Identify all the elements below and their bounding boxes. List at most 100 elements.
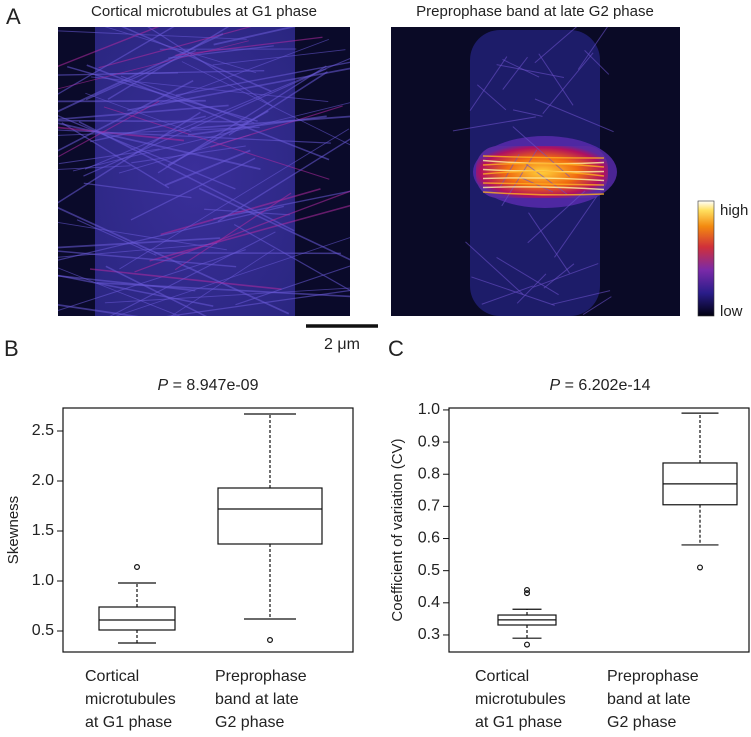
filament bbox=[496, 257, 559, 296]
filament bbox=[103, 106, 330, 180]
filament bbox=[582, 296, 612, 315]
filament bbox=[482, 155, 605, 159]
title-text: = 6.202e-14 bbox=[565, 377, 651, 394]
filament bbox=[181, 61, 350, 146]
filament bbox=[584, 50, 610, 75]
colorbar-label: low bbox=[720, 303, 743, 320]
filament bbox=[233, 223, 350, 291]
y-tick-label: 2.0 bbox=[32, 472, 54, 489]
filament bbox=[58, 250, 237, 268]
filament bbox=[543, 263, 575, 289]
filament bbox=[83, 182, 192, 199]
image-title: Cortical microtubules at G1 phase bbox=[91, 3, 317, 20]
filament bbox=[58, 27, 160, 68]
filament bbox=[554, 196, 597, 258]
filament bbox=[58, 148, 160, 165]
filament bbox=[89, 268, 282, 290]
filament bbox=[228, 71, 328, 136]
x-tick-label: Cortical microtubules at G1 phase bbox=[475, 668, 566, 731]
filament bbox=[465, 241, 524, 295]
filament bbox=[58, 30, 247, 40]
outlier bbox=[267, 636, 274, 643]
title-text: = 8.947e-09 bbox=[173, 377, 259, 394]
box bbox=[217, 487, 323, 545]
filament bbox=[527, 190, 586, 244]
filament bbox=[482, 170, 605, 177]
filament bbox=[502, 59, 540, 78]
filament bbox=[542, 52, 594, 114]
title-symbol: P bbox=[550, 377, 561, 394]
filament bbox=[538, 53, 574, 106]
chart-title: P = 6.202e-14 bbox=[550, 377, 651, 394]
outlier bbox=[696, 564, 703, 571]
filament bbox=[58, 111, 201, 204]
filament bbox=[58, 249, 246, 312]
filament bbox=[512, 126, 570, 178]
filament bbox=[58, 79, 194, 152]
filament bbox=[58, 304, 139, 316]
filament bbox=[164, 149, 251, 187]
filament bbox=[58, 267, 181, 316]
y-tick-label: 1.0 bbox=[418, 401, 440, 418]
filament bbox=[532, 263, 599, 288]
filament bbox=[104, 287, 350, 304]
filament bbox=[525, 163, 568, 195]
plot-frame bbox=[62, 407, 354, 653]
y-tick-label: 0.8 bbox=[418, 465, 440, 482]
chart-title: P = 8.947e-09 bbox=[158, 377, 259, 394]
filament bbox=[534, 27, 578, 64]
filament bbox=[482, 191, 605, 196]
filament bbox=[58, 126, 185, 142]
filament bbox=[481, 285, 533, 305]
filament bbox=[187, 115, 327, 136]
filament bbox=[471, 276, 555, 306]
filament bbox=[166, 289, 350, 316]
filament bbox=[213, 27, 296, 46]
filament bbox=[198, 187, 350, 261]
filament bbox=[577, 27, 608, 70]
filament bbox=[58, 40, 249, 90]
filament bbox=[170, 248, 275, 316]
y-tick-label: 0.5 bbox=[418, 562, 440, 579]
filament bbox=[58, 165, 131, 170]
filament bbox=[482, 186, 605, 191]
panel-label: A bbox=[6, 4, 21, 29]
outlier bbox=[134, 563, 141, 570]
filament bbox=[76, 219, 157, 256]
filament bbox=[110, 70, 265, 75]
filament bbox=[482, 162, 605, 168]
y-tick-label: 0.7 bbox=[418, 498, 440, 515]
filament bbox=[58, 104, 229, 121]
filament bbox=[58, 222, 227, 251]
filament bbox=[90, 76, 329, 103]
filament bbox=[217, 138, 350, 223]
filament bbox=[78, 121, 295, 232]
colorbar bbox=[697, 200, 715, 317]
filament bbox=[58, 99, 206, 103]
filament bbox=[58, 27, 175, 95]
colorbar-label: high bbox=[720, 202, 748, 219]
micrograph bbox=[391, 27, 680, 316]
y-tick-label: 0.9 bbox=[418, 433, 440, 450]
scale-bar-label: 2 μm bbox=[324, 336, 360, 353]
filament bbox=[512, 109, 543, 117]
filament bbox=[452, 116, 536, 132]
filament bbox=[210, 105, 343, 148]
y-tick-label: 2.5 bbox=[32, 422, 54, 439]
filament bbox=[212, 49, 346, 66]
filament bbox=[534, 98, 614, 133]
filament bbox=[147, 27, 273, 107]
y-tick-label: 0.3 bbox=[418, 626, 440, 643]
filament bbox=[502, 56, 528, 90]
filament bbox=[58, 100, 160, 157]
filament bbox=[104, 27, 257, 74]
filament bbox=[130, 157, 256, 221]
y-tick-label: 0.5 bbox=[32, 622, 54, 639]
x-tick-label: Preprophase band at late G2 phase bbox=[215, 668, 307, 731]
x-tick-label: Cortical microtubules at G1 phase bbox=[85, 668, 176, 731]
filament bbox=[121, 27, 272, 93]
outlier bbox=[523, 586, 530, 593]
plot-frame bbox=[448, 407, 750, 653]
y-tick-label: 1.5 bbox=[32, 522, 54, 539]
